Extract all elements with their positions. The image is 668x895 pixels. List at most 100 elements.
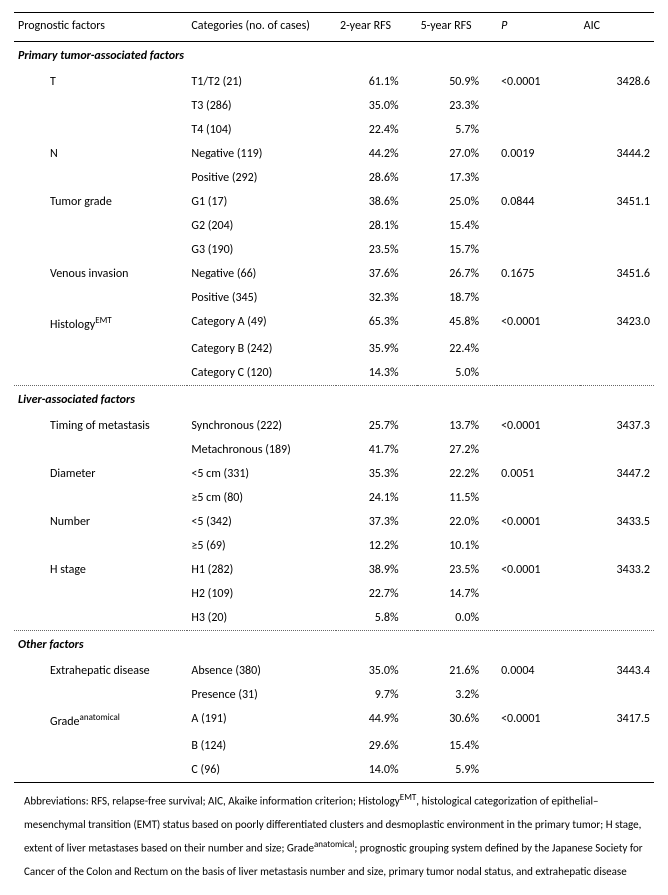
factor-name-sup: anatomical <box>80 712 120 723</box>
p-value: 0.0844 <box>497 190 580 214</box>
p-value <box>497 534 580 558</box>
rfs-5yr: 22.2% <box>417 462 498 486</box>
factor-name-sup: EMT <box>95 315 111 326</box>
rfs-2yr: 5.8% <box>336 606 417 631</box>
category-cell: Synchronous (222) <box>187 414 336 438</box>
rfs-5yr: 17.3% <box>417 166 498 190</box>
aic-value: 3428.6 <box>580 70 654 94</box>
footnote: Abbreviations: RFS, relapse-free surviva… <box>14 783 654 883</box>
aic-value <box>580 286 654 310</box>
factor-name <box>14 361 187 386</box>
table-row: T4 (104)22.4%5.7% <box>14 118 654 142</box>
rfs-5yr: 45.8% <box>417 310 498 337</box>
aic-value: 3444.2 <box>580 142 654 166</box>
aic-value: 3447.2 <box>580 462 654 486</box>
rfs-2yr: 32.3% <box>336 286 417 310</box>
rfs-5yr: 23.5% <box>417 558 498 582</box>
factor-name <box>14 94 187 118</box>
factor-name: T <box>14 70 187 94</box>
section-title: Liver-associated factors <box>14 386 654 414</box>
table-row: H3 (20)5.8%0.0% <box>14 606 654 631</box>
p-value: 0.0051 <box>497 462 580 486</box>
table-row: Timing of metastasisSynchronous (222)25.… <box>14 414 654 438</box>
factor-name <box>14 166 187 190</box>
rfs-2yr: 35.0% <box>336 94 417 118</box>
aic-value <box>580 734 654 758</box>
factor-name <box>14 734 187 758</box>
table-row: T3 (286)35.0%23.3% <box>14 94 654 118</box>
rfs-2yr: 12.2% <box>336 534 417 558</box>
rfs-2yr: 41.7% <box>336 438 417 462</box>
aic-value <box>580 683 654 707</box>
factor-name <box>14 683 187 707</box>
rfs-2yr: 37.6% <box>336 262 417 286</box>
prognostic-table: Prognostic factors Categories (no. of ca… <box>14 12 654 783</box>
p-value <box>497 238 580 262</box>
col-p-value: P <box>497 13 580 42</box>
p-value: <0.0001 <box>497 310 580 337</box>
p-value: <0.0001 <box>497 414 580 438</box>
rfs-5yr: 14.7% <box>417 582 498 606</box>
factor-name: Venous invasion <box>14 262 187 286</box>
aic-value: 3437.3 <box>580 414 654 438</box>
table-row: H stageH1 (282)38.9%23.5%<0.00013433.2 <box>14 558 654 582</box>
rfs-2yr: 29.6% <box>336 734 417 758</box>
factor-name: N <box>14 142 187 166</box>
category-cell: G3 (190) <box>187 238 336 262</box>
aic-value: 3451.1 <box>580 190 654 214</box>
table-row: Positive (345)32.3%18.7% <box>14 286 654 310</box>
p-value: 0.1675 <box>497 262 580 286</box>
factor-name: Gradeanatomical <box>14 707 187 734</box>
rfs-2yr: 24.1% <box>336 486 417 510</box>
p-value <box>497 361 580 386</box>
rfs-5yr: 21.6% <box>417 659 498 683</box>
footnote-sup-emt: EMT <box>400 792 416 803</box>
p-value <box>497 337 580 361</box>
table-row: B (124)29.6%15.4% <box>14 734 654 758</box>
aic-value <box>580 582 654 606</box>
rfs-2yr: 35.3% <box>336 462 417 486</box>
factor-name: Number <box>14 510 187 534</box>
rfs-2yr: 9.7% <box>336 683 417 707</box>
rfs-5yr: 26.7% <box>417 262 498 286</box>
factor-name: Timing of metastasis <box>14 414 187 438</box>
p-value <box>497 166 580 190</box>
rfs-5yr: 22.0% <box>417 510 498 534</box>
rfs-5yr: 27.0% <box>417 142 498 166</box>
rfs-5yr: 25.0% <box>417 190 498 214</box>
rfs-5yr: 3.2% <box>417 683 498 707</box>
rfs-2yr: 22.7% <box>336 582 417 606</box>
rfs-5yr: 27.2% <box>417 438 498 462</box>
category-cell: Negative (119) <box>187 142 336 166</box>
category-cell: H3 (20) <box>187 606 336 631</box>
section-title-row: Other factors <box>14 631 654 659</box>
category-cell: H2 (109) <box>187 582 336 606</box>
category-cell: Positive (345) <box>187 286 336 310</box>
category-cell: C (96) <box>187 758 336 783</box>
p-value: <0.0001 <box>497 70 580 94</box>
rfs-2yr: 44.2% <box>336 142 417 166</box>
table-row: Category C (120)14.3%5.0% <box>14 361 654 386</box>
rfs-5yr: 13.7% <box>417 414 498 438</box>
rfs-5yr: 5.7% <box>417 118 498 142</box>
rfs-2yr: 35.0% <box>336 659 417 683</box>
table-row: G3 (190)23.5%15.7% <box>14 238 654 262</box>
p-value: 0.0004 <box>497 659 580 683</box>
category-cell: B (124) <box>187 734 336 758</box>
rfs-2yr: 23.5% <box>336 238 417 262</box>
factor-name <box>14 486 187 510</box>
rfs-2yr: 28.6% <box>336 166 417 190</box>
aic-value <box>580 606 654 631</box>
table-row: C (96)14.0%5.9% <box>14 758 654 783</box>
col-categories: Categories (no. of cases) <box>187 13 336 42</box>
col-5yr-rfs: 5-year RFS <box>417 13 498 42</box>
category-cell: Category B (242) <box>187 337 336 361</box>
table-row: Diameter<5 cm (331)35.3%22.2%0.00513447.… <box>14 462 654 486</box>
p-value <box>497 94 580 118</box>
aic-value: 3417.5 <box>580 707 654 734</box>
p-value <box>497 286 580 310</box>
category-cell: Category A (49) <box>187 310 336 337</box>
category-cell: ≥5 cm (80) <box>187 486 336 510</box>
table-row: Metachronous (189)41.7%27.2% <box>14 438 654 462</box>
category-cell: Absence (380) <box>187 659 336 683</box>
